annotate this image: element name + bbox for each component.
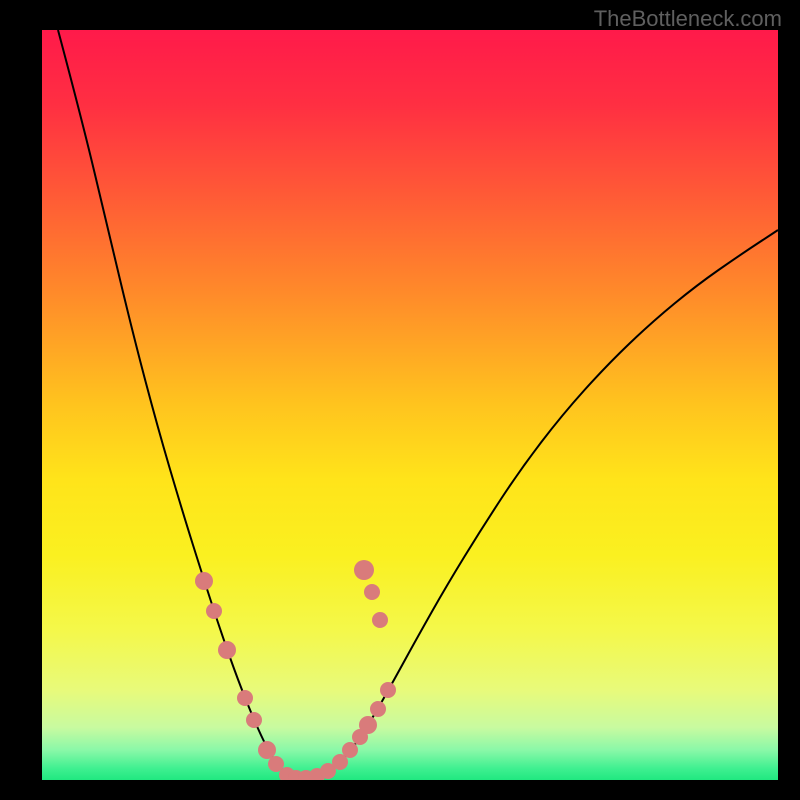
data-point [342,742,358,758]
chart-svg [42,30,778,780]
data-point [370,701,386,717]
data-point [195,572,213,590]
data-point [258,741,276,759]
data-point [359,716,377,734]
data-point [206,603,222,619]
data-point [246,712,262,728]
plot-area [42,30,778,780]
data-point [372,612,388,628]
data-point [218,641,236,659]
chart-container: TheBottleneck.com [0,0,800,800]
data-point [354,560,374,580]
data-point [364,584,380,600]
data-point [380,682,396,698]
watermark-text: TheBottleneck.com [594,6,782,32]
data-point [237,690,253,706]
